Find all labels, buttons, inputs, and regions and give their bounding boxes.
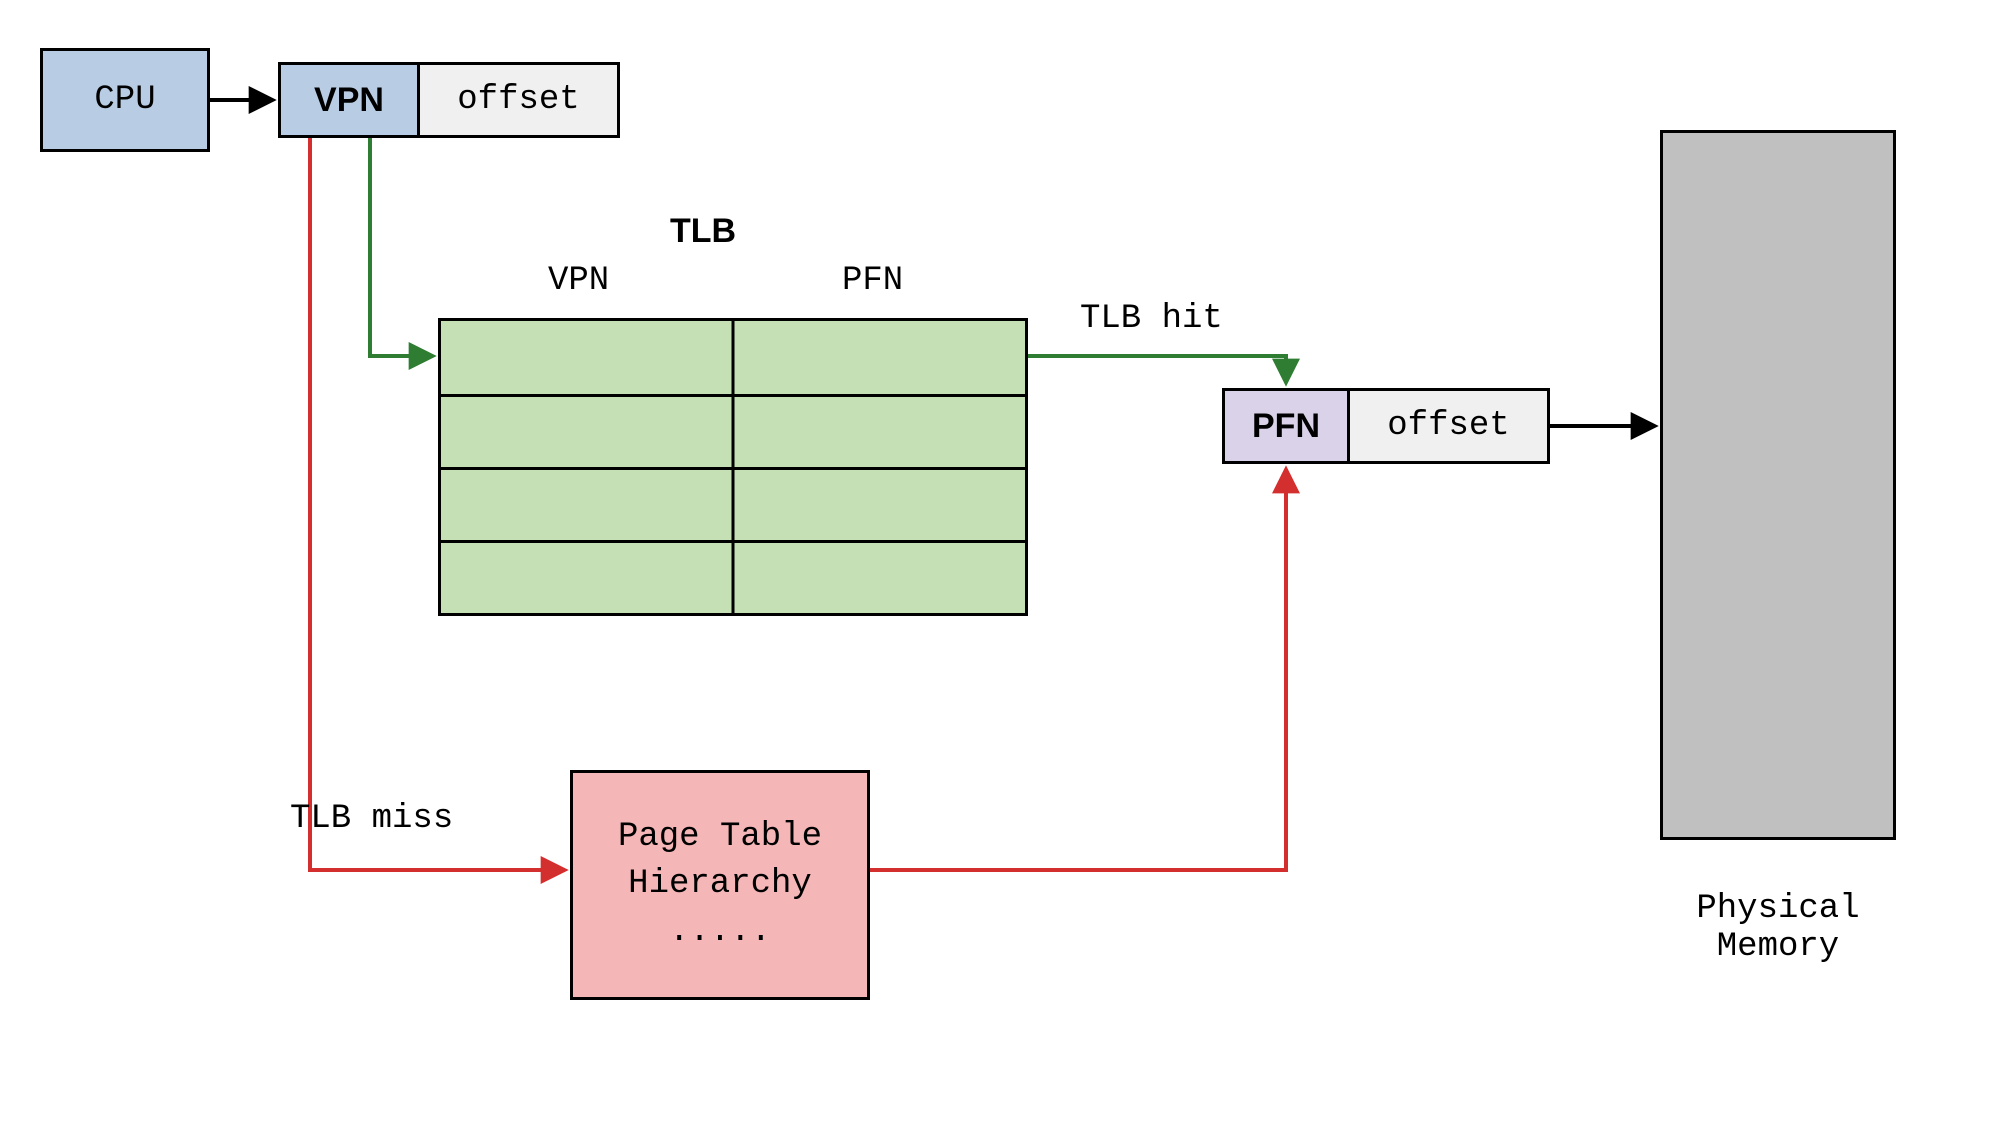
offset2-box: offset [1350, 388, 1550, 464]
tlb-col1-header: VPN [548, 262, 609, 300]
tlb-table [438, 318, 1028, 616]
cpu-label: CPU [94, 81, 155, 119]
memory-box [1660, 130, 1896, 840]
offset1-box: offset [420, 62, 620, 138]
vpn-box: VPN [278, 62, 420, 138]
tlb-col2-header: PFN [842, 262, 903, 300]
tlb-hit-label: TLB hit [1080, 300, 1223, 338]
tlb-title: TLB [670, 212, 736, 251]
pagetable-box: Page Table Hierarchy ..... [570, 770, 870, 1000]
vpn-label: VPN [314, 81, 384, 120]
pfn-box: PFN [1222, 388, 1350, 464]
pfn-label: PFN [1252, 407, 1320, 446]
edge-vpn-to-tlb [370, 138, 432, 356]
offset1-label: offset [457, 81, 579, 119]
pagetable-label: Page Table Hierarchy ..... [618, 814, 822, 957]
cpu-box: CPU [40, 48, 210, 152]
edge-tlb-to-pfn [1028, 356, 1286, 382]
offset2-label: offset [1387, 407, 1509, 445]
tlb-miss-label: TLB miss [290, 800, 453, 838]
memory-label: Physical Memory [1660, 852, 1896, 966]
